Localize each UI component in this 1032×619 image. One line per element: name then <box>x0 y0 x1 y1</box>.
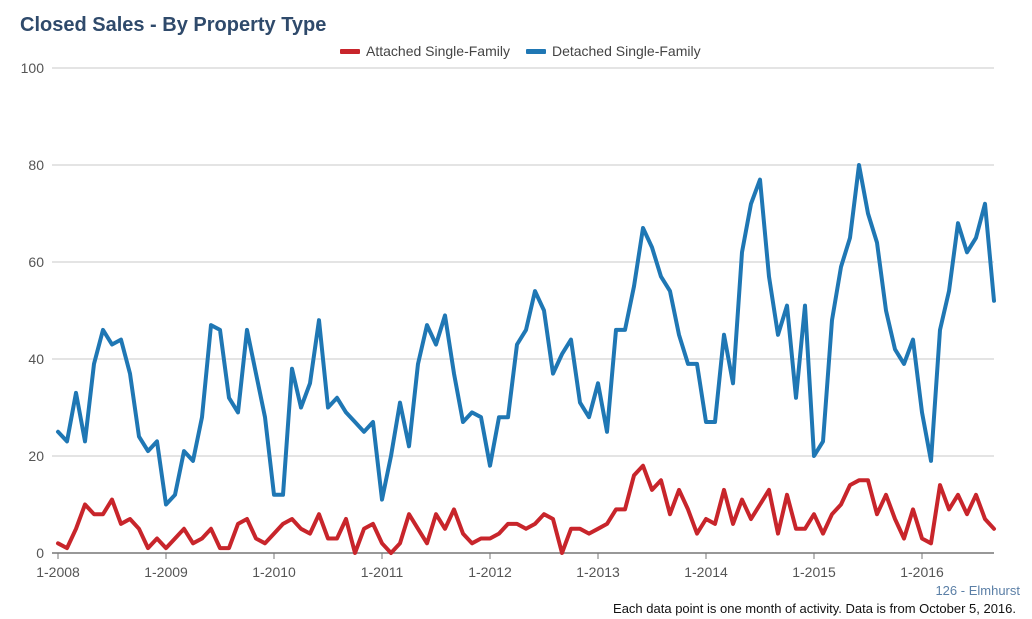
x-tick-label: 1-2008 <box>36 564 80 580</box>
x-tick-label: 1-2015 <box>792 564 836 580</box>
legend-swatch-detached <box>525 48 546 54</box>
legend-label-attached: Attached Single-Family <box>366 43 510 59</box>
y-tick-label: 100 <box>21 60 45 76</box>
series-line-attached[interactable] <box>56 463 996 555</box>
series-line-detached[interactable] <box>56 163 996 507</box>
legend-item-attached[interactable]: Attached Single-Family <box>340 43 510 59</box>
x-tick-label: 1-2009 <box>144 564 188 580</box>
x-tick-label: 1-2013 <box>576 564 620 580</box>
data-footnote: Each data point is one month of activity… <box>613 601 1016 616</box>
legend-item-detached[interactable]: Detached Single-Family <box>525 43 701 59</box>
y-tick-label: 20 <box>28 448 44 464</box>
region-label: 126 - Elmhurst <box>935 583 1020 598</box>
y-tick-label: 40 <box>28 351 44 367</box>
y-tick-label: 80 <box>28 157 44 173</box>
x-tick-label: 1-2014 <box>684 564 728 580</box>
legend-swatch-attached <box>340 48 360 54</box>
legend-label-detached: Detached Single-Family <box>551 43 701 59</box>
y-tick-label: 0 <box>36 545 44 561</box>
y-tick-label: 60 <box>28 254 44 270</box>
chart-legend: Attached Single-Family Detached Single-F… <box>340 43 701 59</box>
x-tick-label: 1-2012 <box>468 564 512 580</box>
x-tick-label: 1-2011 <box>361 564 404 580</box>
chart-title: Closed Sales - By Property Type <box>20 14 327 36</box>
x-tick-label: 1-2016 <box>900 564 944 580</box>
x-tick-label: 1-2010 <box>252 564 296 580</box>
